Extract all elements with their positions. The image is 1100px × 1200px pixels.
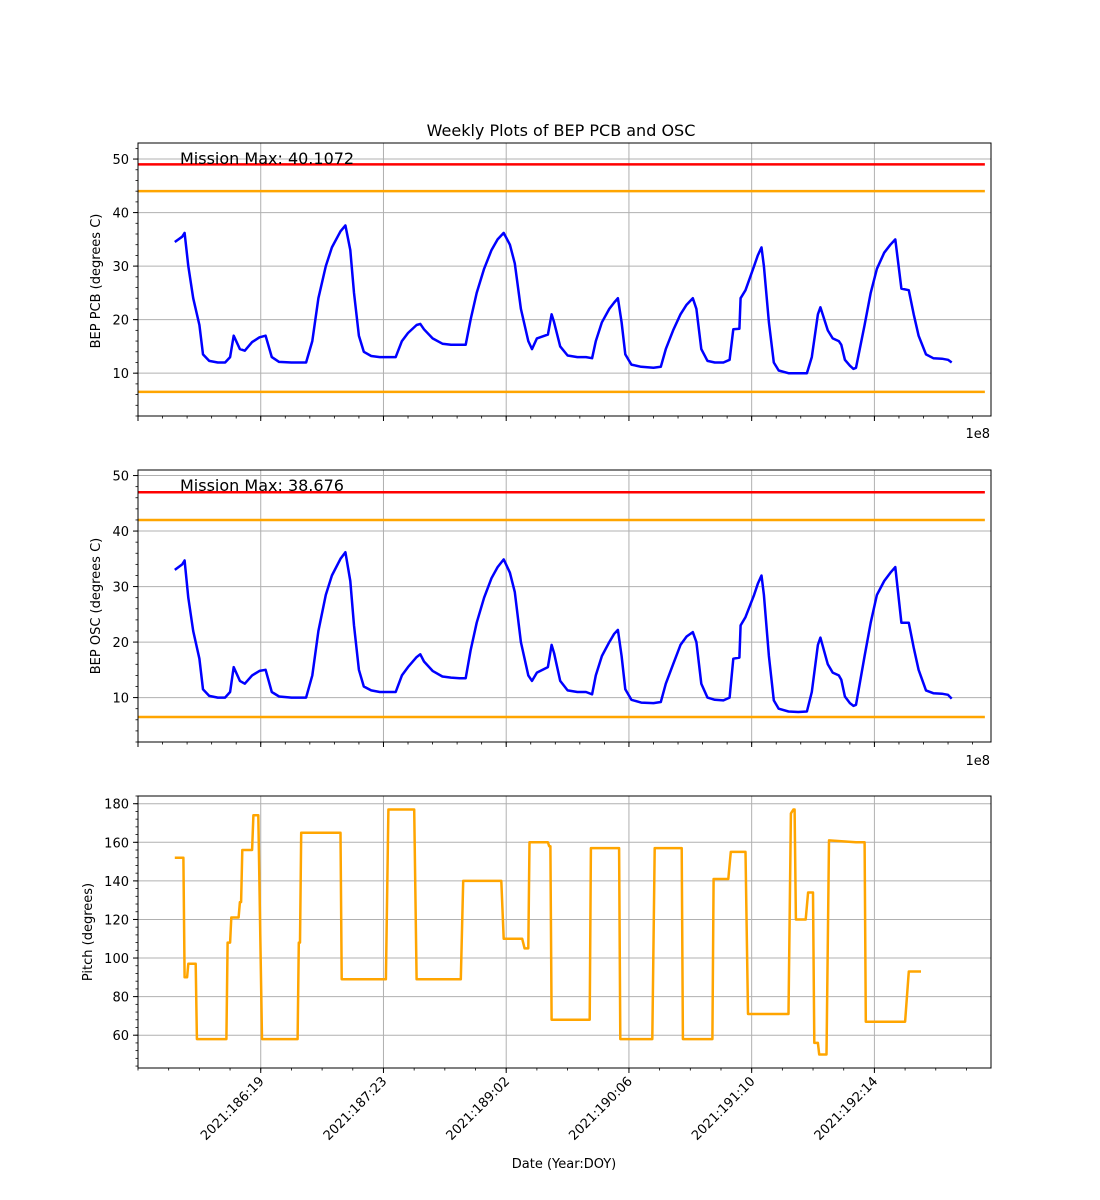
grid: [138, 796, 991, 1068]
y-tick-label: 140: [104, 875, 129, 890]
offset-label: 1e8: [965, 754, 990, 769]
mission-max-annotation: Mission Max: 40.1072: [180, 149, 354, 168]
chart-title: Weekly Plots of BEP PCB and OSC: [427, 121, 696, 140]
y-tick-label: 20: [112, 636, 129, 651]
x-tick-label: 2021:192:14: [812, 1074, 881, 1143]
x-tick-label: 2021:190:06: [566, 1074, 635, 1143]
bep-osc-panel: 10 20 30 40 50 Mission Max: 38.676 BEP OSC (…: [89, 469, 992, 769]
bep-pcb-panel: 10 20 30 40 50 Mission Max: 40.1072 BEP PCB …: [89, 142, 992, 442]
series: [174, 808, 921, 1056]
y-tick-label: 160: [104, 836, 129, 851]
series-line: [174, 808, 921, 1056]
x-tick-label: 2021:191:10: [689, 1074, 758, 1143]
plot-frame: [137, 469, 992, 743]
x-axis-label: Date (Year:DOY): [512, 1157, 617, 1172]
y-axis-label: BEP OSC (degrees C): [89, 538, 104, 674]
grid: [137, 470, 991, 742]
x-tick-label: 2021:186:19: [198, 1074, 267, 1143]
y-tick-label: 60: [112, 1029, 129, 1044]
y-axis-label: Pitch (degrees): [81, 883, 96, 981]
ticks: 60 80 100 120 140 160 180 2021:186:19 2021:187:2…: [104, 795, 967, 1144]
limit-lines: [138, 163, 985, 394]
y-tick-label: 30: [112, 260, 129, 275]
x-tick-label: 2021:189:02: [444, 1074, 513, 1143]
series: [174, 224, 953, 375]
pitch-panel: 60 80 100 120 140 160 180 2021:186:19 2021:187:2…: [81, 795, 992, 1172]
ticks: 10 20 30 40 50: [112, 147, 973, 421]
series: [174, 550, 953, 714]
plot-frame: [137, 795, 992, 1069]
y-axis-label: BEP PCB (degrees C): [89, 214, 104, 349]
y-tick-label: 80: [112, 991, 129, 1006]
plot-frame: [137, 142, 992, 417]
ticks: 10 20 30 40 50: [112, 470, 973, 747]
y-tick-label: 40: [112, 207, 129, 222]
y-tick-label: 120: [104, 913, 129, 928]
grid: [137, 143, 991, 416]
x-tick-label: 2021:187:23: [321, 1074, 390, 1143]
series-line: [174, 224, 953, 375]
y-tick-label: 40: [112, 525, 129, 540]
series-line: [174, 550, 953, 714]
y-tick-label: 50: [112, 153, 129, 168]
y-tick-label: 100: [104, 952, 129, 967]
y-tick-label: 20: [112, 314, 129, 329]
y-tick-label: 10: [112, 692, 129, 707]
limit-lines: [138, 490, 985, 719]
y-tick-label: 10: [112, 367, 129, 382]
y-tick-label: 180: [104, 798, 129, 813]
offset-label: 1e8: [965, 427, 990, 442]
y-tick-label: 50: [112, 470, 129, 485]
y-tick-label: 30: [112, 581, 129, 596]
mission-max-annotation: Mission Max: 38.676: [180, 476, 344, 495]
